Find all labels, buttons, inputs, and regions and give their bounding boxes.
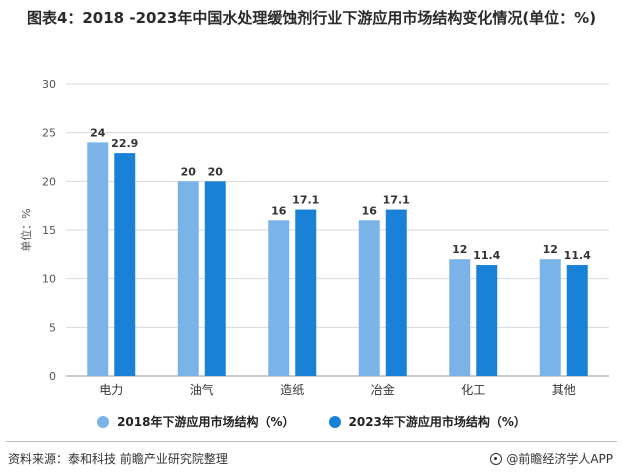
x-tick-label: 造纸 [280, 383, 304, 397]
brand-text: @前瞻经济学人APP [506, 452, 613, 466]
bar-2023 [476, 265, 498, 376]
data-labels: 24 22.9 20 20 16 17.1 16 17.1 12 11.4 12 11.4 [90, 126, 591, 262]
data-label-2018: 16 [271, 204, 287, 217]
y-tick-label: 0 [49, 370, 56, 383]
bar-2018 [177, 181, 199, 376]
data-label-2023: 17.1 [383, 194, 410, 207]
data-label-2018: 24 [90, 126, 106, 139]
data-label-2023: 11.4 [473, 249, 500, 262]
gridlines [66, 83, 609, 377]
brand-credit: @前瞻经济学人APP [490, 450, 613, 467]
data-label-2018: 12 [452, 243, 467, 256]
x-tick-label: 油气 [190, 382, 214, 397]
bar-2023 [204, 181, 226, 376]
x-tick-label: 其他 [552, 383, 576, 397]
bar-2023 [385, 209, 407, 376]
y-tick-label: 20 [42, 175, 56, 188]
bar-2023 [114, 153, 136, 376]
chart-title: 图表4：2018 -2023年中国水处理缓蚀剂行业下游应用市场结构变化情况(单位… [26, 9, 597, 27]
chart-legend: 2018年下游应用市场结构（%） 2023年下游应用市场结构（%） [0, 413, 623, 430]
legend-marker-2018 [97, 415, 110, 428]
brand-logo-icon [490, 452, 503, 465]
x-tick-label: 冶金 [371, 382, 395, 397]
data-label-2023: 20 [208, 165, 224, 178]
legend-item-2023: 2023年下游应用市场结构（%） [328, 413, 526, 430]
legend-marker-2023 [328, 415, 341, 428]
legend-item-2018: 2018年下游应用市场结构（%） [97, 413, 295, 430]
bar-2018 [268, 220, 290, 376]
data-label-2023: 17.1 [292, 194, 319, 207]
source-note: 资料来源：泰和科技 前瞻产业研究院整理 [8, 452, 228, 466]
y-axis-ticks: 0 5 10 15 20 25 30 [42, 78, 56, 383]
x-tick-label: 电力 [99, 383, 123, 397]
data-label-2023: 11.4 [564, 249, 591, 262]
bar-2018 [539, 259, 561, 376]
y-tick-label: 5 [49, 321, 56, 334]
bar-2018 [87, 142, 109, 376]
data-label-2018: 20 [181, 165, 197, 178]
y-axis-label: 单位：% [19, 208, 33, 251]
x-tick-label: 化工 [461, 383, 485, 397]
data-label-2018: 16 [362, 204, 378, 217]
y-tick-label: 10 [42, 273, 56, 286]
legend-label-2018: 2018年下游应用市场结构（%） [117, 415, 295, 429]
bar-2018 [449, 259, 471, 376]
footer-divider [6, 441, 617, 442]
y-tick-label: 15 [42, 224, 56, 237]
data-label-2023: 22.9 [111, 137, 138, 150]
legend-label-2023: 2023年下游应用市场结构（%） [348, 415, 526, 429]
y-tick-label: 25 [42, 127, 56, 140]
bar-2023 [295, 209, 317, 376]
bars [87, 142, 588, 376]
x-axis-ticks: 电力 油气 造纸 冶金 化工 其他 [99, 382, 576, 397]
bar-2023 [566, 265, 588, 376]
y-tick-label: 30 [42, 78, 56, 91]
bar-2018 [358, 220, 380, 376]
data-label-2018: 12 [543, 243, 558, 256]
